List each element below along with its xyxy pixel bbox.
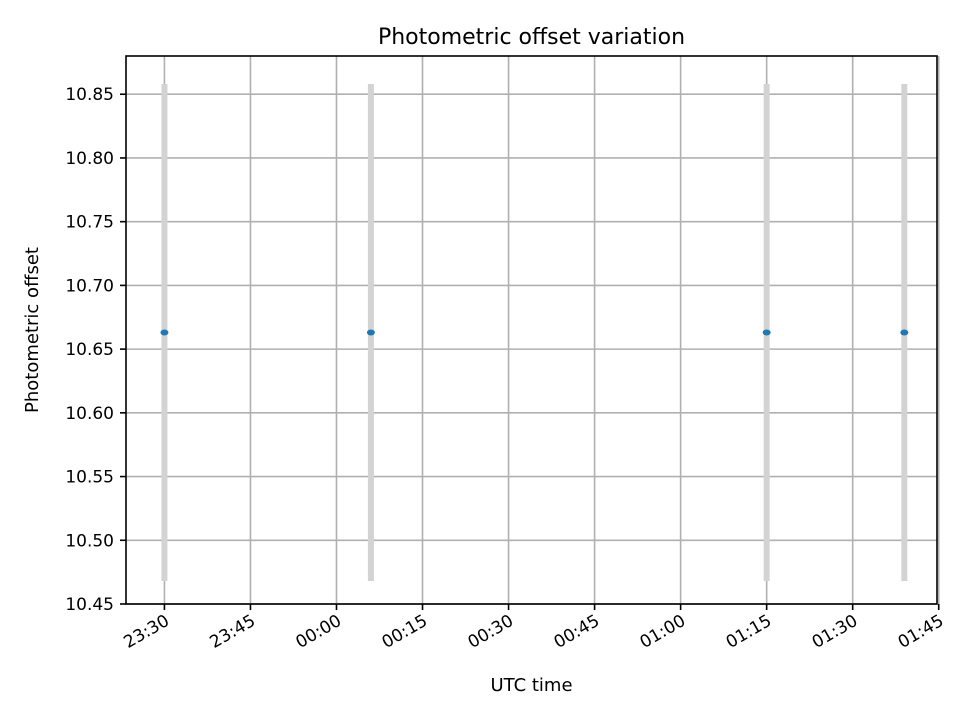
chart-title: Photometric offset variation — [378, 25, 685, 50]
x-tick-label: 00:00 — [293, 611, 345, 653]
x-tick-label: 01:45 — [895, 611, 947, 653]
x-axis-ticks: 23:30 23:45 00:00 00:15 00:30 00:45 01:00 01:15… — [120, 604, 947, 653]
y-tick-label: 10.45 — [65, 595, 114, 615]
y-tick-label: 10.65 — [65, 340, 114, 360]
x-tick-label: 00:15 — [379, 611, 431, 653]
data-point — [366, 329, 375, 336]
data-point — [762, 329, 771, 336]
plot-frame — [125, 55, 938, 605]
x-tick-label: 23:45 — [207, 611, 259, 653]
x-tick-label: 01:30 — [809, 611, 861, 653]
x-axis-label: UTC time — [490, 675, 572, 696]
data-point — [160, 329, 169, 336]
y-tick-label: 10.80 — [65, 149, 114, 169]
data-points — [160, 329, 909, 336]
y-tick-label: 10.50 — [65, 531, 114, 551]
data-point — [900, 329, 909, 336]
x-tick-label: 01:00 — [637, 611, 689, 653]
x-tick-label: 00:30 — [465, 611, 517, 653]
grid — [126, 56, 940, 605]
x-tick-label: 00:45 — [551, 611, 603, 653]
y-tick-label: 10.85 — [65, 85, 114, 105]
y-tick-label: 10.75 — [65, 213, 114, 233]
x-tick-label: 23:30 — [120, 611, 172, 653]
y-axis-ticks: 10.45 10.50 10.55 10.60 10.65 10.70 10.75 10.80… — [65, 85, 126, 615]
x-tick-label: 01:15 — [723, 611, 775, 653]
y-tick-label: 10.55 — [65, 468, 114, 488]
y-tick-label: 10.60 — [65, 404, 114, 424]
y-tick-label: 10.70 — [65, 276, 114, 296]
y-axis-label: Photometric offset — [22, 247, 43, 413]
